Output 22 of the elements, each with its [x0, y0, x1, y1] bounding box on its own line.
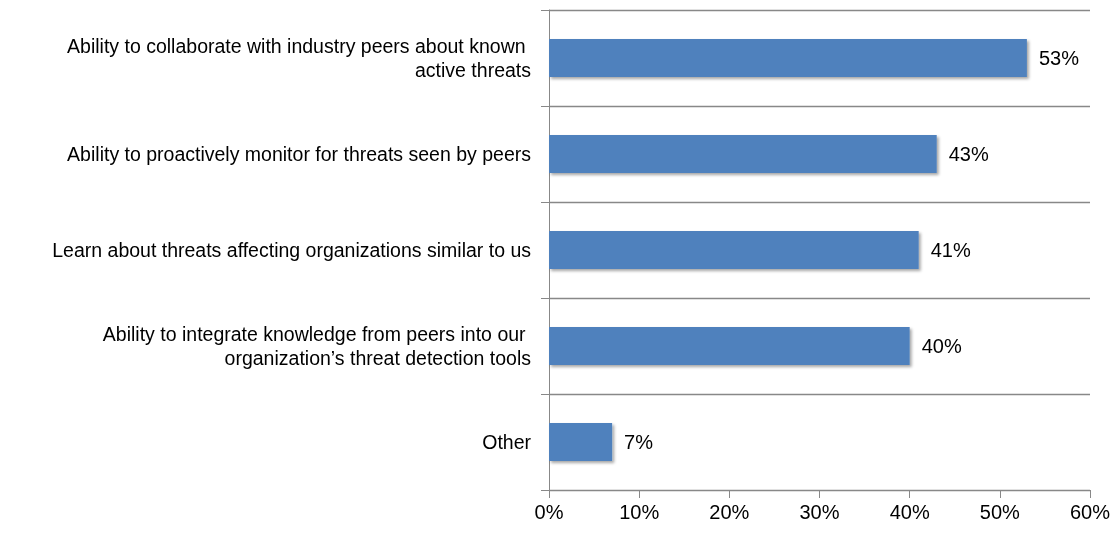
y-tick-label: Learn about threats affecting organizations similar to us	[52, 239, 532, 261]
bar	[549, 423, 613, 461]
data-label: 7%	[624, 431, 654, 453]
bar	[549, 231, 919, 269]
data-label: 43%	[948, 143, 989, 165]
y-tick-label: Ability to collaborate with industry peers about known active threats	[67, 35, 532, 81]
y-tick-label: Other	[482, 431, 532, 453]
x-tick-label: 30%	[799, 501, 840, 523]
bar	[549, 39, 1027, 77]
bar	[549, 135, 937, 173]
bar	[549, 327, 910, 365]
x-tick-label: 0%	[534, 501, 564, 523]
y-tick-label: Ability to proactively monitor for threats seen by peers	[67, 143, 532, 165]
x-tick-label: 60%	[1069, 501, 1111, 523]
x-tick-label: 10%	[619, 501, 660, 523]
x-tick-label: 20%	[709, 501, 750, 523]
data-label: 41%	[930, 239, 971, 261]
x-tick-label: 40%	[889, 501, 930, 523]
data-label: 53%	[1038, 47, 1080, 69]
data-label: 40%	[921, 335, 962, 357]
y-tick-label: Ability to integrate knowledge from peers into our organization’s threat detection tools	[102, 323, 532, 369]
x-tick-label: 50%	[979, 501, 1021, 523]
